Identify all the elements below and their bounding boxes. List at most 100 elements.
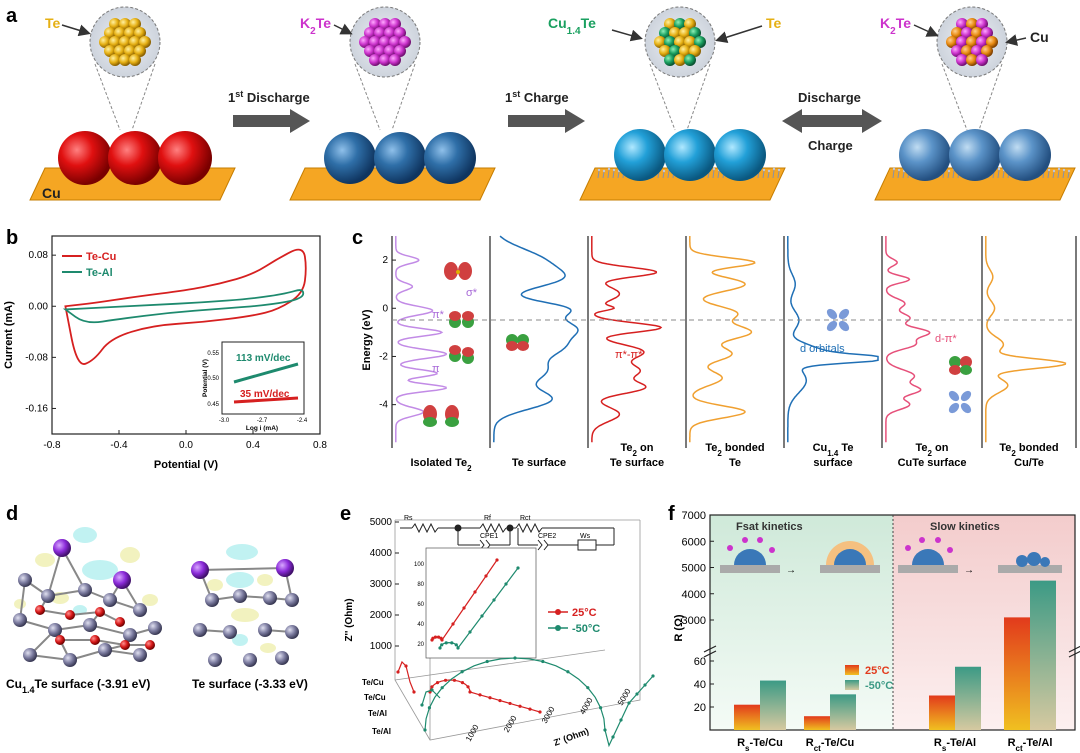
eis-inset-curves bbox=[430, 558, 520, 650]
atom bbox=[659, 27, 671, 39]
eis-point bbox=[492, 598, 496, 602]
atom bbox=[41, 589, 55, 603]
atom bbox=[369, 18, 381, 30]
cv-xlabel: Potential (V) bbox=[154, 459, 219, 471]
atom bbox=[134, 27, 146, 39]
eis-point bbox=[508, 701, 512, 706]
spike bbox=[777, 170, 780, 179]
atom bbox=[689, 45, 701, 57]
eis-point bbox=[598, 706, 603, 710]
panel-d-letter: d bbox=[6, 503, 18, 525]
spike bbox=[712, 169, 715, 179]
atom bbox=[389, 54, 401, 66]
atom bbox=[379, 18, 391, 30]
eis-point bbox=[430, 688, 434, 692]
label-charge: Charge bbox=[808, 138, 853, 153]
eis-point bbox=[466, 685, 470, 689]
atom bbox=[384, 45, 396, 57]
arrow-first-charge: 1st Charge bbox=[505, 89, 585, 133]
eis-point bbox=[427, 706, 432, 710]
spike-tip bbox=[997, 167, 1001, 171]
bar bbox=[1004, 617, 1030, 730]
atom bbox=[384, 27, 396, 39]
atom bbox=[389, 18, 401, 30]
cu14te-cluster bbox=[654, 18, 706, 66]
svg-text:Rs: Rs bbox=[404, 515, 413, 522]
tafel-inset: 113 mV/dec 35 mV/dec 0.55 0.50 0.45 -3.0… bbox=[202, 341, 308, 432]
bar-ylabel: R (Ω) bbox=[673, 614, 685, 641]
charge-density-lobe bbox=[120, 547, 140, 563]
eis-point bbox=[430, 685, 434, 689]
red-ball bbox=[58, 131, 112, 185]
light-blue-ball bbox=[899, 129, 951, 181]
eis-point bbox=[504, 582, 508, 586]
eis-point bbox=[484, 574, 488, 578]
stage-4: K2Te Cu bbox=[874, 6, 1076, 201]
spike bbox=[1052, 171, 1055, 179]
panel-b-letter: b bbox=[6, 227, 18, 249]
label-cu14te: Cu1.4Te bbox=[548, 15, 596, 37]
cv-ylabel: Current (mA) bbox=[3, 301, 15, 369]
bar-xlabel: Rct-Te/Cu bbox=[806, 737, 854, 753]
eis-point bbox=[404, 664, 408, 668]
cv-ytick: 0.08 bbox=[29, 250, 49, 261]
cv-ytick: 0.00 bbox=[29, 301, 49, 312]
eis-curve-tecu-25c-arc bbox=[429, 679, 541, 713]
atom bbox=[374, 45, 386, 57]
eis-point bbox=[423, 728, 427, 732]
atom bbox=[684, 54, 696, 66]
atom bbox=[364, 45, 376, 57]
atom bbox=[129, 18, 141, 30]
blue-ball bbox=[374, 132, 426, 184]
atom bbox=[95, 607, 105, 617]
eis-point bbox=[566, 670, 570, 674]
atom bbox=[674, 36, 686, 48]
atom bbox=[275, 651, 289, 665]
eis-ytick: 4000 bbox=[370, 548, 393, 559]
atom bbox=[114, 27, 126, 39]
atom bbox=[18, 573, 32, 587]
label-first-discharge: 1st Discharge bbox=[228, 89, 310, 105]
cyan-ball bbox=[614, 129, 666, 181]
dos-curve bbox=[395, 236, 447, 443]
charge-density-lobe bbox=[257, 574, 273, 586]
eis-point bbox=[528, 707, 532, 711]
atom bbox=[55, 635, 65, 645]
eis-point bbox=[513, 656, 517, 660]
atom bbox=[115, 617, 125, 627]
spike-tip bbox=[1067, 169, 1071, 173]
atom bbox=[961, 45, 973, 57]
red-ball bbox=[108, 131, 162, 185]
atom bbox=[90, 635, 100, 645]
anno-d-orbitals: d orbitals bbox=[800, 343, 845, 355]
svg-text:Te/Al: Te/Al bbox=[372, 727, 391, 736]
eis-xticks: 1000 2000 3000 4000 5000 bbox=[464, 687, 633, 743]
eis-point bbox=[431, 636, 435, 640]
stage-3: Cu1.4Te Te bbox=[548, 6, 786, 201]
anno-pi-star: π* bbox=[432, 309, 445, 321]
eis-inset-ytick: 40 bbox=[417, 622, 424, 628]
svg-text:Ws: Ws bbox=[580, 533, 591, 540]
svg-text:→: → bbox=[964, 565, 974, 576]
eis-point bbox=[396, 670, 400, 674]
atom bbox=[13, 613, 27, 627]
spike bbox=[767, 171, 770, 179]
dos-curve bbox=[787, 236, 879, 443]
dos-yticks: 2 0 -2 -4 bbox=[379, 255, 396, 411]
eis-point bbox=[462, 606, 466, 610]
eis-point bbox=[438, 646, 442, 650]
atom bbox=[389, 36, 401, 48]
spike bbox=[1057, 169, 1060, 179]
charge-density-lobe bbox=[142, 594, 158, 606]
atom bbox=[119, 36, 131, 48]
label-k2te-2: K2Te bbox=[880, 15, 911, 37]
bar-ytick: 7000 bbox=[682, 510, 706, 522]
spike-tip bbox=[712, 167, 716, 171]
atom bbox=[664, 36, 676, 48]
bar-ytick: 3000 bbox=[682, 615, 706, 627]
eis-point bbox=[480, 614, 484, 618]
eis-xtick: 3000 bbox=[540, 705, 557, 725]
atom bbox=[976, 54, 988, 66]
bond bbox=[69, 611, 101, 616]
